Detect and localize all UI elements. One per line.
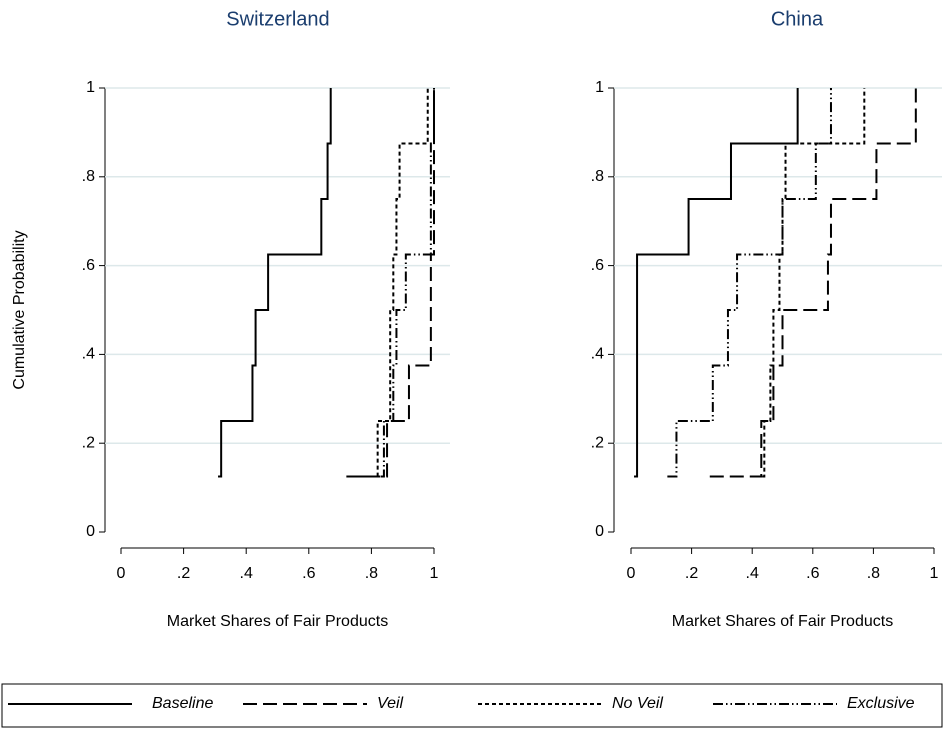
y-tick-label: .2 (82, 434, 95, 451)
chart-title: China (771, 8, 824, 30)
x-tick-label: .4 (746, 565, 759, 582)
legend-label: Baseline (152, 695, 213, 712)
x-tick-label: .8 (365, 565, 378, 582)
x-tick-label: .2 (685, 565, 698, 582)
y-tick-label: 1 (595, 79, 604, 96)
cdf-line (218, 88, 332, 478)
legend-label: Exclusive (847, 695, 915, 712)
x-tick-label: 1 (930, 565, 939, 582)
y-tick-label: .8 (591, 168, 604, 185)
y-tick-label: .6 (82, 257, 95, 274)
y-axis-label: Cumulative Probability (11, 230, 28, 389)
legend-box (1, 683, 943, 728)
x-tick-label: 1 (430, 565, 439, 582)
y-tick-label: .2 (591, 434, 604, 451)
y-tick-label: .6 (591, 257, 604, 274)
cdf-line (634, 88, 799, 478)
x-tick-label: 0 (117, 565, 126, 582)
y-tick-label: .4 (591, 346, 604, 363)
y-tick-label: 0 (86, 523, 95, 540)
cdf-line (346, 88, 435, 478)
legend-label: Veil (377, 695, 404, 712)
y-tick-label: .4 (82, 346, 95, 363)
x-tick-label: .4 (240, 565, 253, 582)
chart-title: Switzerland (226, 8, 329, 30)
x-tick-label: .2 (177, 565, 190, 582)
x-axis-label: Market Shares of Fair Products (167, 613, 388, 630)
x-tick-label: .6 (302, 565, 315, 582)
y-tick-label: .8 (82, 168, 95, 185)
cdf-line (349, 88, 429, 478)
y-tick-label: 0 (595, 523, 604, 540)
y-tick-label: 1 (86, 79, 95, 96)
x-axis-label: Market Shares of Fair Products (672, 613, 893, 630)
x-tick-label: 0 (627, 565, 636, 582)
legend-label: No Veil (612, 695, 663, 712)
cdf-line (755, 88, 866, 478)
x-tick-label: .6 (806, 565, 819, 582)
x-tick-label: .8 (867, 565, 880, 582)
cdf-line (667, 88, 832, 478)
